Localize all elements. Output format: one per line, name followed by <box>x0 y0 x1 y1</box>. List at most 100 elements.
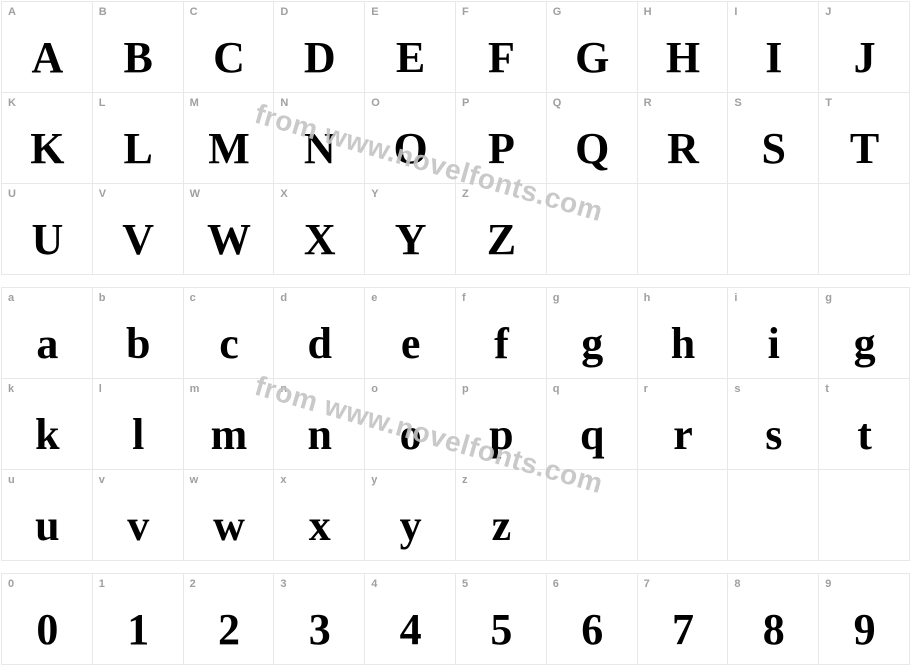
cell-d: dd <box>274 288 364 378</box>
cell-key: g <box>553 292 631 304</box>
cell-key: 7 <box>644 578 722 590</box>
cell-key: G <box>553 6 631 18</box>
cell-blank <box>728 184 818 274</box>
cell-key: y <box>371 474 449 486</box>
cell-Q: QQ <box>547 93 637 183</box>
cell-H: HH <box>638 2 728 92</box>
cell-glyph: n <box>280 413 358 457</box>
cell-glyph: S <box>734 127 812 171</box>
cell-key: f <box>462 292 540 304</box>
cell-P: PP <box>456 93 546 183</box>
cell-key: i <box>734 292 812 304</box>
cell-key: 0 <box>8 578 86 590</box>
cell-D: DD <box>274 2 364 92</box>
cell-key: Q <box>553 97 631 109</box>
cell-N: NN <box>274 93 364 183</box>
cell-key: Y <box>371 188 449 200</box>
cell-key: g <box>825 292 903 304</box>
cell-key: I <box>734 6 812 18</box>
cell-key: T <box>825 97 903 109</box>
cell-key: F <box>462 6 540 18</box>
cell-h: hh <box>638 288 728 378</box>
cell-glyph: 6 <box>553 608 631 652</box>
cell-key: K <box>8 97 86 109</box>
cell-X: XX <box>274 184 364 274</box>
cell-glyph: K <box>8 127 86 171</box>
cell-key: 4 <box>371 578 449 590</box>
cell-glyph: a <box>8 322 86 366</box>
cell-Z: ZZ <box>456 184 546 274</box>
lowercase-grid: aabbccddeeffgghhiiggkkllmmnnooppqqrrsstt… <box>1 287 910 561</box>
cell-I: II <box>728 2 818 92</box>
cell-key: z <box>462 474 540 486</box>
cell-key: w <box>190 474 268 486</box>
cell-glyph: E <box>371 36 449 80</box>
cell-U: UU <box>2 184 92 274</box>
cell-4: 44 <box>365 574 455 664</box>
cell-glyph: A <box>8 36 86 80</box>
cell-1: 11 <box>93 574 183 664</box>
cell-glyph: 8 <box>734 608 812 652</box>
uppercase-grid: AABBCCDDEEFFGGHHIIJJKKLLMMNNOOPPQQRRSSTT… <box>1 1 910 275</box>
cell-K: KK <box>2 93 92 183</box>
cell-key: U <box>8 188 86 200</box>
cell-f: ff <box>456 288 546 378</box>
cell-key: h <box>644 292 722 304</box>
cell-glyph: Z <box>462 218 540 262</box>
cell-glyph: u <box>8 504 86 548</box>
cell-key: 1 <box>99 578 177 590</box>
cell-L: LL <box>93 93 183 183</box>
cell-glyph: G <box>553 36 631 80</box>
cell-key: A <box>8 6 86 18</box>
cell-C: CC <box>184 2 274 92</box>
cell-g: gg <box>547 288 637 378</box>
cell-key: J <box>825 6 903 18</box>
cell-glyph: m <box>190 413 268 457</box>
cell-key: M <box>190 97 268 109</box>
cell-glyph: l <box>99 413 177 457</box>
cell-glyph: i <box>734 322 812 366</box>
cell-glyph: I <box>734 36 812 80</box>
cell-glyph: o <box>371 413 449 457</box>
cell-glyph: O <box>371 127 449 171</box>
cell-glyph: f <box>462 322 540 366</box>
spacer <box>1 275 910 287</box>
cell-glyph: M <box>190 127 268 171</box>
cell-3: 33 <box>274 574 364 664</box>
cell-key: B <box>99 6 177 18</box>
cell-key: H <box>644 6 722 18</box>
cell-glyph: V <box>99 218 177 262</box>
cell-5: 55 <box>456 574 546 664</box>
cell-glyph: 2 <box>190 608 268 652</box>
cell-key: r <box>644 383 722 395</box>
cell-key: W <box>190 188 268 200</box>
cell-glyph: H <box>644 36 722 80</box>
cell-glyph: R <box>644 127 722 171</box>
cell-W: WW <box>184 184 274 274</box>
cell-glyph: k <box>8 413 86 457</box>
cell-key: l <box>99 383 177 395</box>
cell-glyph: b <box>99 322 177 366</box>
cell-key: a <box>8 292 86 304</box>
cell-o: oo <box>365 379 455 469</box>
cell-A: AA <box>2 2 92 92</box>
cell-glyph: L <box>99 127 177 171</box>
cell-glyph: 4 <box>371 608 449 652</box>
cell-blank <box>819 470 909 560</box>
cell-key: 6 <box>553 578 631 590</box>
cell-key: u <box>8 474 86 486</box>
cell-glyph: y <box>371 504 449 548</box>
cell-key: c <box>190 292 268 304</box>
cell-w: ww <box>184 470 274 560</box>
cell-V: VV <box>93 184 183 274</box>
spacer <box>1 561 910 573</box>
cell-p: pp <box>456 379 546 469</box>
cell-blank <box>728 470 818 560</box>
cell-F: FF <box>456 2 546 92</box>
cell-key: 2 <box>190 578 268 590</box>
cell-c: cc <box>184 288 274 378</box>
cell-blank <box>547 184 637 274</box>
cell-key: R <box>644 97 722 109</box>
cell-g: gg <box>819 288 909 378</box>
cell-glyph: J <box>825 36 903 80</box>
